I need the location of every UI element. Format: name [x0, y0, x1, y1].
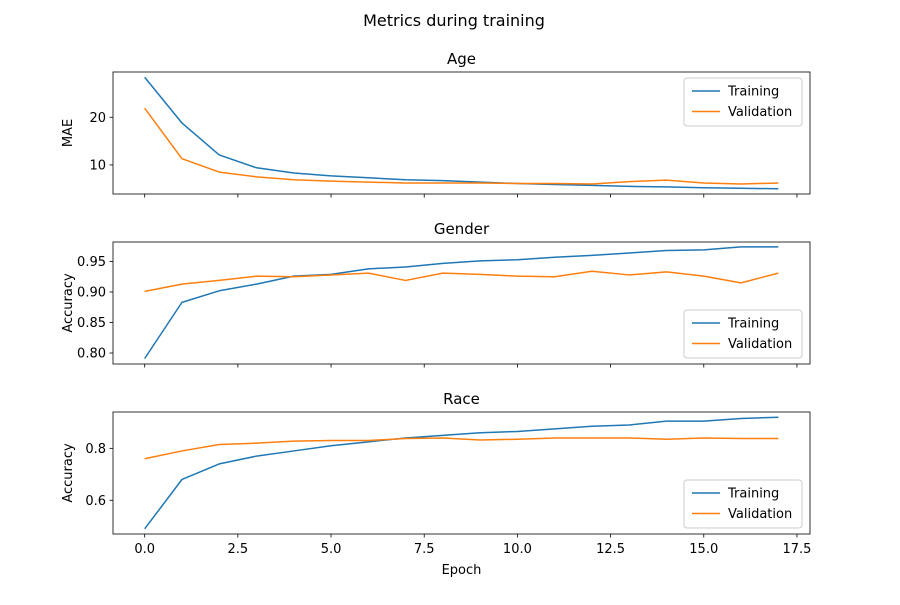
gender-axes-frame: [112, 241, 811, 365]
race-xtick-label: 12.5: [596, 542, 625, 557]
race-axes-frame: [112, 411, 811, 535]
gender-ytick-label: 0.90: [77, 286, 106, 301]
gender-legend-label-validation: Validation: [728, 337, 792, 352]
race-legend-box: [683, 479, 803, 529]
gender-ytick-label: 0.85: [77, 316, 106, 331]
race-title: Race: [443, 390, 480, 408]
race-xtick-label: 17.5: [782, 542, 811, 557]
gender-series-training-line: [144, 246, 779, 359]
race-series-validation-line: [144, 437, 779, 460]
gender-ytick-label: 0.95: [77, 255, 106, 270]
age-legend-box: [683, 77, 803, 127]
age-ytick-label: 20: [89, 111, 106, 126]
age-legend: Training Validation: [683, 77, 803, 127]
age-title: Age: [447, 50, 476, 68]
gender-series-validation-line: [144, 270, 779, 293]
gender-ylabel: Accuracy: [61, 273, 76, 333]
race-legend-label-validation: Validation: [728, 507, 792, 522]
gender-ytick-label: 0.80: [77, 347, 106, 362]
age-axes-frame: [112, 71, 811, 195]
race-ylabel: Accuracy: [61, 443, 76, 503]
subplots: Age 10 20 MAE Training Validation Gender 0.80 0.…: [61, 50, 811, 578]
gender-title: Gender: [434, 220, 490, 238]
race-ytick-label: 0.6: [85, 494, 106, 509]
race-legend: Training Validation: [683, 479, 803, 529]
race-ytick-label: 0.8: [85, 442, 106, 457]
age-legend-label-training: Training: [727, 85, 779, 100]
race-series-training-line: [144, 416, 779, 530]
race-xlabel: Epoch: [442, 563, 482, 578]
age-series-validation-line: [144, 107, 779, 185]
race-xtick-label: 0.0: [134, 542, 155, 557]
race-xtick-label: 15.0: [689, 542, 718, 557]
figure-suptitle: Metrics during training: [363, 11, 545, 30]
race-xtick-label: 2.5: [228, 542, 249, 557]
race-xtick-label: 10.0: [503, 542, 532, 557]
race-subplot: Race 0.6 0.8 0.0 2.5 5.0 7.5 10.0 12.5 15.0 17.5 Ac…: [61, 390, 811, 578]
race-xtick-label: 7.5: [414, 542, 435, 557]
age-ylabel: MAE: [61, 119, 76, 147]
age-series-training-line: [144, 76, 779, 190]
age-legend-label-validation: Validation: [728, 105, 792, 120]
race-legend-label-training: Training: [727, 487, 779, 502]
age-ytick-label: 10: [89, 158, 106, 173]
gender-legend: Training Validation: [683, 309, 803, 359]
gender-legend-box: [683, 309, 803, 359]
race-xtick-label: 5.0: [321, 542, 342, 557]
gender-legend-label-training: Training: [727, 317, 779, 332]
age-subplot: Age 10 20 MAE Training Validation: [61, 50, 811, 198]
